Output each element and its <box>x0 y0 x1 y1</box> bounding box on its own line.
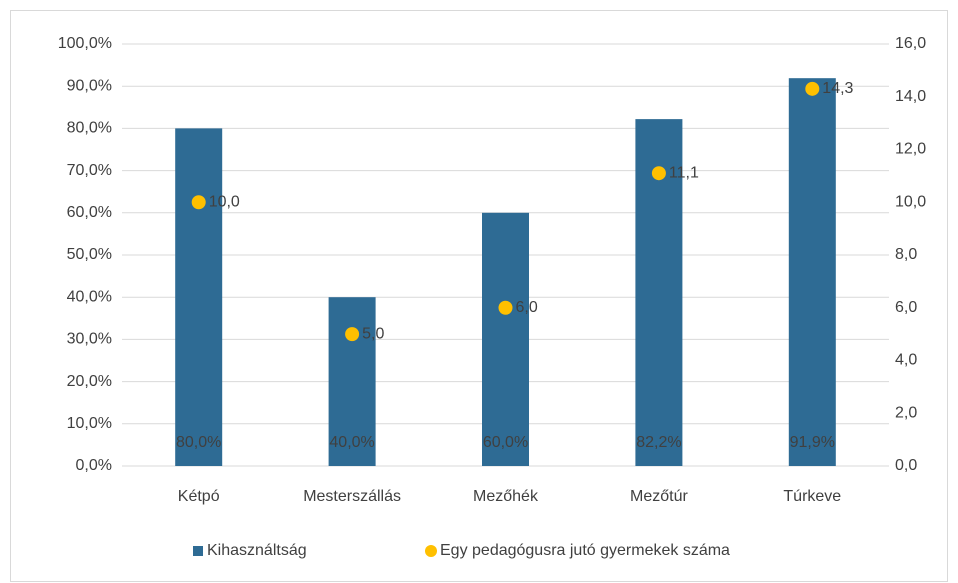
bar <box>328 297 376 466</box>
x-tick-label: Mezőhék <box>473 488 539 505</box>
point <box>191 195 206 210</box>
bar-label: 60,0% <box>483 434 528 451</box>
legend-marker <box>193 546 203 556</box>
bar <box>175 128 223 466</box>
bar-label: 80,0% <box>176 434 221 451</box>
y-tick-label: 90,0% <box>67 77 112 94</box>
y2-tick-label: 12,0 <box>895 141 926 158</box>
legend-marker <box>425 545 437 557</box>
bar-label: 91,9% <box>790 434 835 451</box>
y-tick-label: 10,0% <box>67 415 112 432</box>
point <box>805 81 820 96</box>
y2-tick-label: 16,0 <box>895 35 926 52</box>
y2-tick-label: 6,0 <box>895 299 917 316</box>
point <box>345 327 360 342</box>
point-label: 5,0 <box>362 325 384 342</box>
legend-label: Kihasználtság <box>207 542 307 559</box>
y-tick-label: 100,0% <box>58 35 112 52</box>
y2-tick-label: 4,0 <box>895 352 917 369</box>
bar <box>788 78 836 466</box>
y-tick-label: 0,0% <box>76 457 112 474</box>
x-tick-label: Mezőtúr <box>630 488 688 505</box>
y-tick-label: 70,0% <box>67 162 112 179</box>
y-tick-label: 80,0% <box>67 120 112 137</box>
x-tick-label: Kétpó <box>178 488 220 505</box>
y-tick-label: 40,0% <box>67 288 112 305</box>
point <box>498 300 513 315</box>
point-label: 11,1 <box>669 164 699 181</box>
x-tick-label: Mesterszállás <box>303 488 401 505</box>
y2-tick-label: 8,0 <box>895 246 917 263</box>
y2-tick-label: 0,0 <box>895 457 917 474</box>
y-tick-label: 50,0% <box>67 246 112 263</box>
bar-label: 40,0% <box>329 434 374 451</box>
point-label: 10,0 <box>209 193 240 210</box>
bar-label: 82,2% <box>636 434 681 451</box>
legend-label: Egy pedagógusra jutó gyermekek száma <box>440 542 730 559</box>
point <box>651 166 666 181</box>
point-label: 6,0 <box>516 299 538 316</box>
y2-tick-label: 2,0 <box>895 404 917 421</box>
point-label: 14,3 <box>822 80 853 97</box>
y-tick-label: 20,0% <box>67 373 112 390</box>
x-tick-label: Túrkeve <box>783 488 841 505</box>
bar <box>482 212 529 466</box>
y2-tick-label: 14,0 <box>895 88 926 105</box>
y2-tick-label: 10,0 <box>895 193 926 210</box>
y-tick-label: 30,0% <box>67 331 112 348</box>
y-tick-label: 60,0% <box>67 204 112 221</box>
